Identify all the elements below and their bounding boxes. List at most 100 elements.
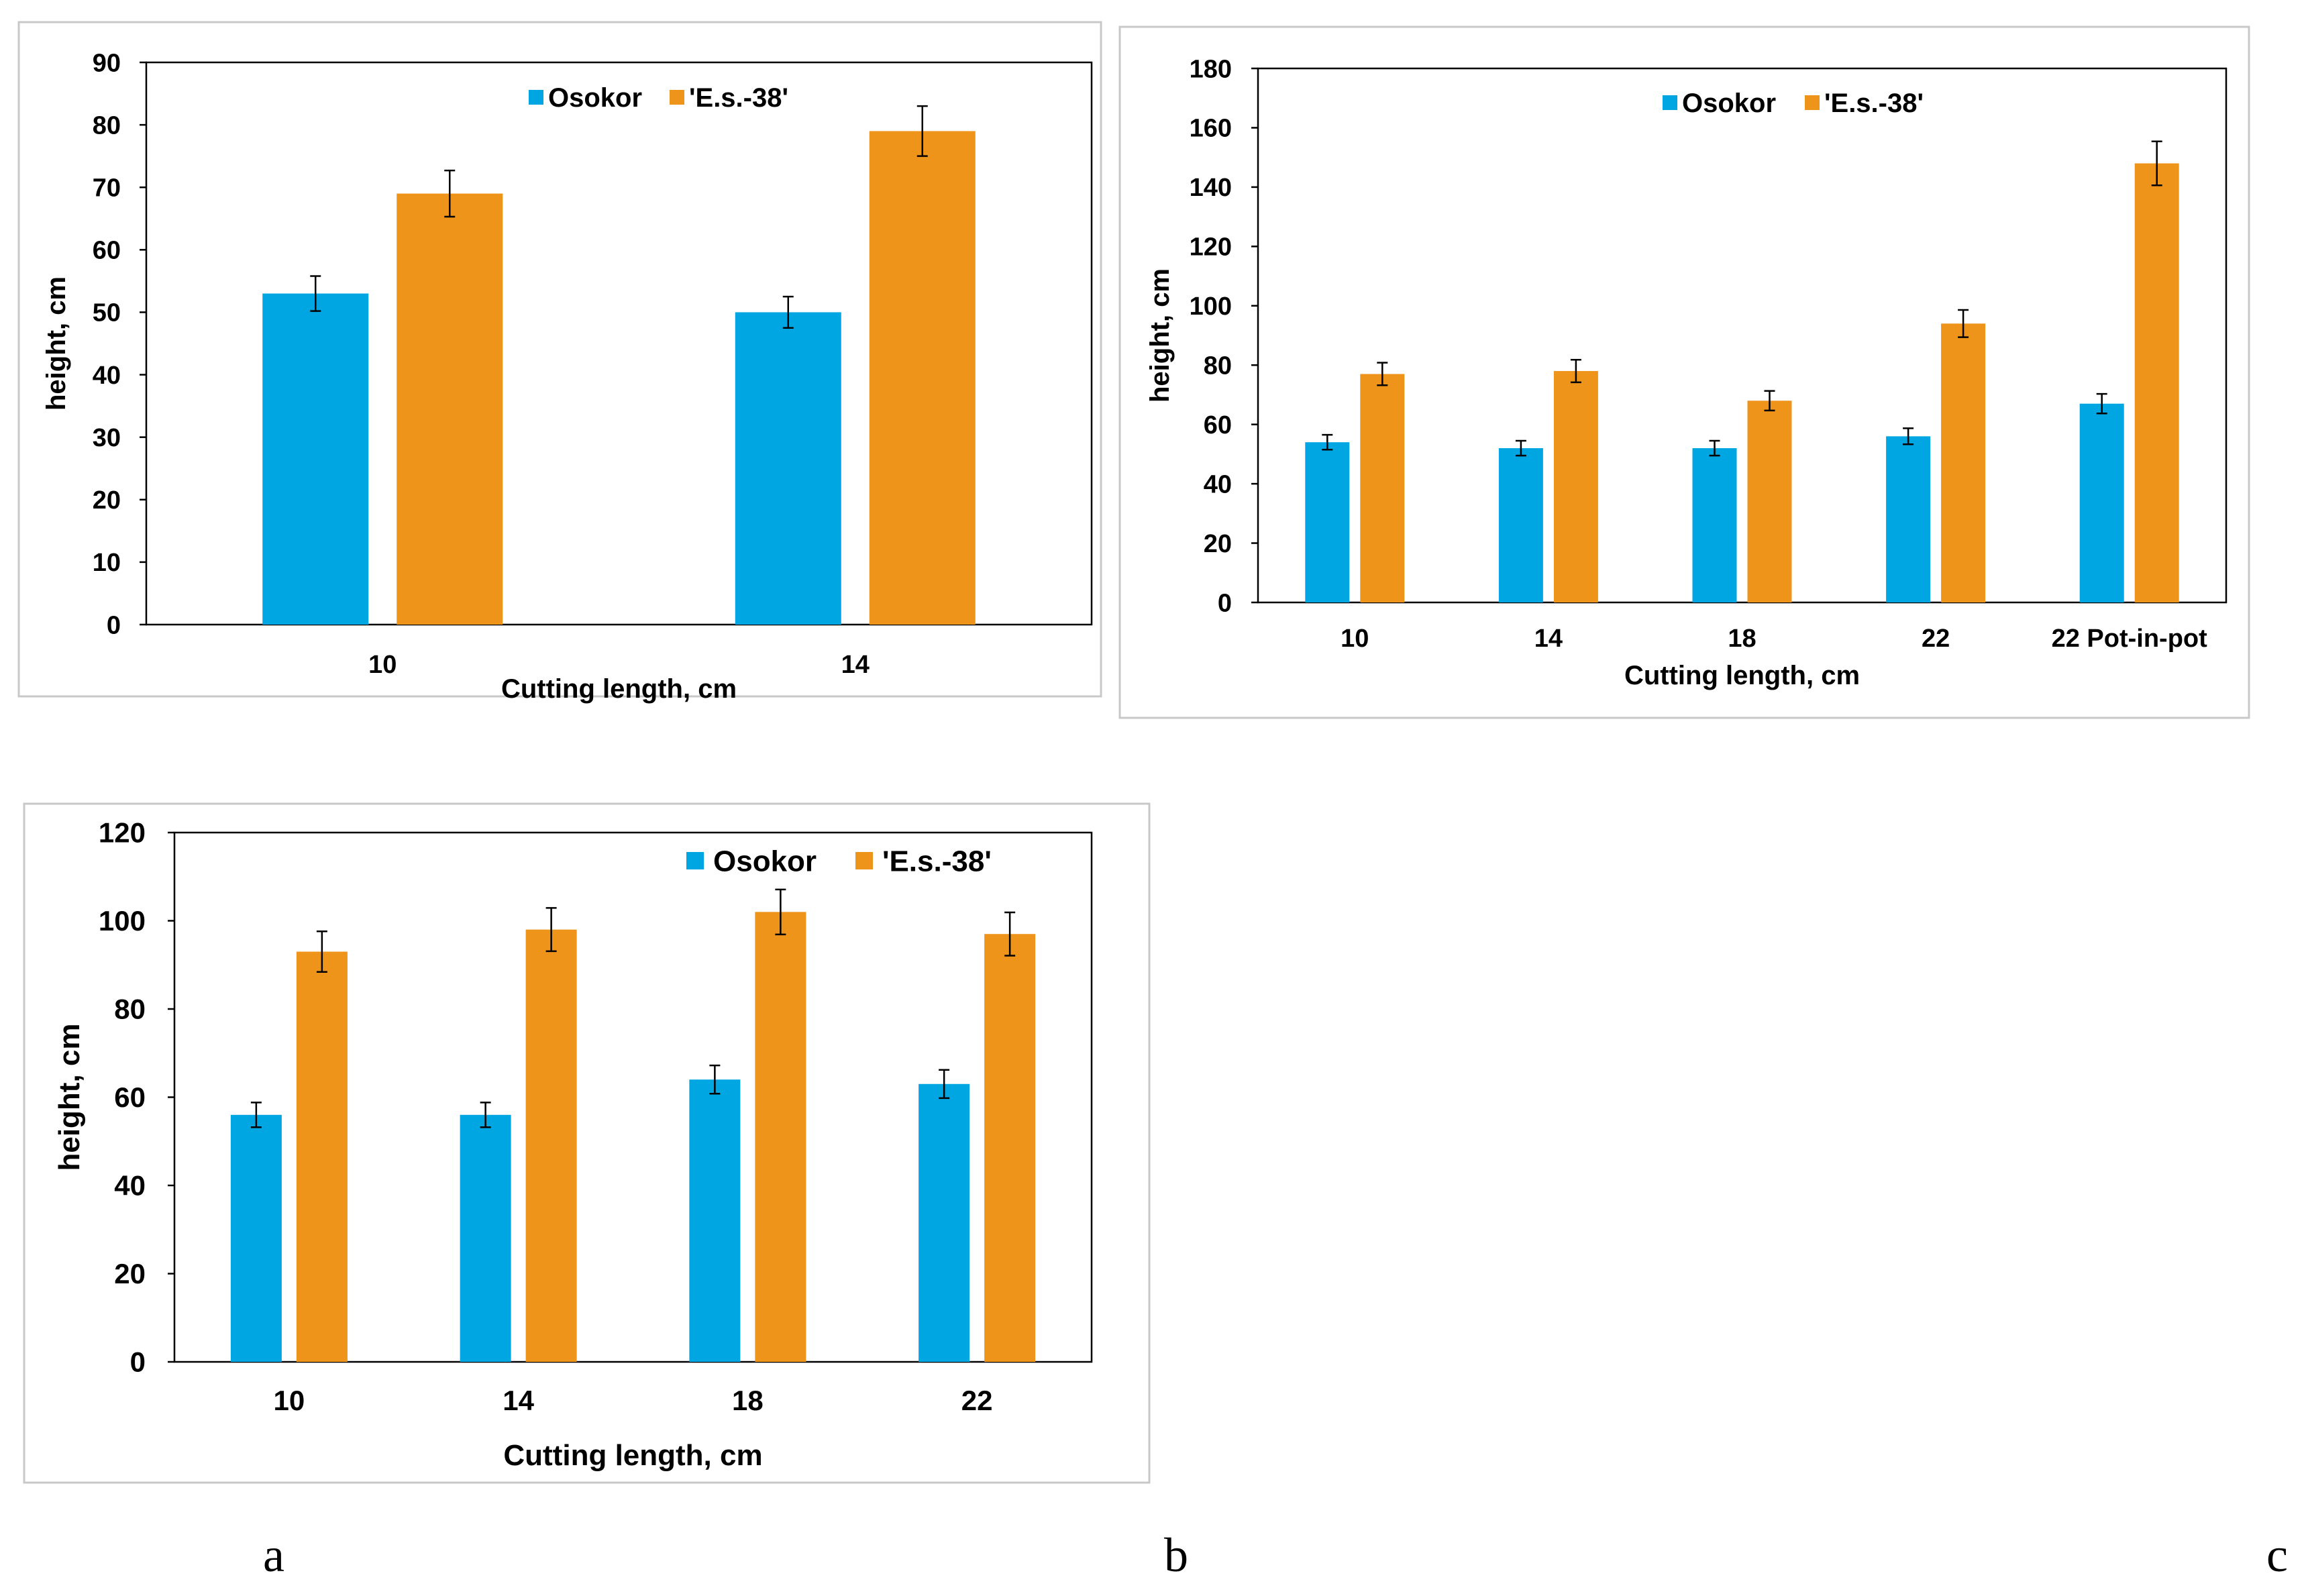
x-axis-title: Cutting length, cm — [503, 1439, 762, 1472]
y-tick-label: 120 — [1190, 233, 1232, 262]
error-bar — [480, 1102, 491, 1128]
y-tick-label: 180 — [1190, 55, 1232, 83]
x-tick-label: 22 Pot-in-pot — [2052, 625, 2208, 653]
error-bar — [2096, 392, 2107, 415]
x-axis-title: Cutting length, cm — [501, 674, 737, 704]
chart-frame — [1118, 25, 2250, 719]
error-bar — [1903, 427, 1914, 445]
y-tick-label: 20 — [93, 486, 121, 515]
chart-3: 0 20 40 60 80 100 120 10 14 18 22 Cutting length, c… — [23, 802, 1151, 1484]
y-tick-label: 20 — [1204, 530, 1232, 558]
x-tick-label: 22 — [1922, 625, 1950, 653]
bar-es38-0 — [1360, 374, 1405, 602]
y-axis-title: height, cm — [42, 276, 71, 411]
bar-es38-0 — [397, 193, 503, 625]
legend-swatch — [686, 852, 704, 869]
bar-osokor-0 — [230, 1114, 282, 1362]
bar-osokor-1 — [1498, 448, 1543, 602]
bar-osokor-4 — [2079, 403, 2124, 602]
x-axis-title: Cutting length, cm — [1624, 661, 1860, 690]
error-bar — [1570, 359, 1581, 384]
bar-es38-2 — [1747, 401, 1792, 602]
bar-es38-4 — [2134, 163, 2179, 602]
panel-letter-a: a — [263, 1528, 284, 1582]
y-tick-label: 60 — [114, 1081, 146, 1113]
panel-letter-c: c — [2266, 1528, 2288, 1582]
y-tick-label: 100 — [99, 905, 146, 937]
legend-label: 'E.s.-38' — [1824, 89, 1924, 118]
chart-2: 0 20 40 60 80 100 120 140 160 180 10 14 18 22 22 Pot-i… — [1118, 25, 2250, 719]
y-tick-label: 140 — [1190, 174, 1232, 202]
bar-osokor-1 — [735, 312, 841, 625]
y-tick-label: 30 — [93, 424, 121, 452]
error-bar — [1515, 439, 1526, 457]
legend: Osokor 'E.s.-38' — [1663, 89, 1924, 118]
y-tick-label: 80 — [1204, 352, 1232, 380]
error-bar — [316, 930, 327, 973]
y-tick-label: 10 — [93, 549, 121, 577]
legend-swatch — [855, 852, 873, 869]
y-tick-label: 20 — [114, 1258, 146, 1289]
bar-es38-0 — [296, 951, 348, 1362]
bar-es38-1 — [869, 131, 976, 625]
x-tick-label: 18 — [732, 1385, 764, 1416]
y-tick-label: 60 — [1204, 411, 1232, 439]
x-tick-label: 10 — [368, 651, 397, 679]
y-tick-label: 0 — [107, 611, 121, 639]
bar-es38-2 — [755, 912, 806, 1362]
legend-swatch — [1663, 95, 1677, 110]
y-tick-label: 60 — [93, 237, 121, 265]
chart-1: 0 10 20 30 40 50 60 70 80 90 10 14 Cutting length, c… — [17, 21, 1102, 704]
legend-swatch — [670, 90, 684, 105]
error-bar — [775, 888, 786, 936]
legend-label: 'E.s.-38' — [689, 83, 788, 113]
error-bar — [545, 907, 557, 953]
bar-osokor-2 — [1692, 448, 1737, 602]
y-tick-label: 0 — [1218, 589, 1232, 617]
error-bar — [1322, 433, 1333, 451]
error-bar — [1709, 439, 1720, 457]
error-bar — [444, 169, 456, 218]
bar-osokor-1 — [460, 1114, 511, 1362]
bar-es38-3 — [1941, 323, 1986, 602]
x-tick-label: 10 — [274, 1385, 305, 1416]
bar-osokor-0 — [262, 293, 369, 625]
error-bar — [939, 1069, 950, 1100]
y-tick-label: 120 — [99, 817, 146, 849]
x-tick-label: 10 — [1341, 625, 1369, 653]
plot-area — [145, 61, 1093, 626]
x-tick-label: 22 — [961, 1385, 993, 1416]
legend-label: Osokor — [1682, 89, 1776, 118]
x-tick-label: 14 — [503, 1385, 534, 1416]
error-bar — [1004, 911, 1016, 957]
y-tick-label: 40 — [93, 362, 121, 390]
bar-es38-1 — [1553, 371, 1598, 602]
legend-swatch — [529, 90, 543, 105]
plot-area — [1257, 67, 2228, 604]
x-tick-label: 14 — [841, 651, 870, 679]
legend-label: Osokor — [713, 845, 817, 877]
bar-osokor-0 — [1305, 442, 1350, 602]
legend-label: 'E.s.-38' — [882, 845, 992, 877]
y-tick-label: 70 — [93, 174, 121, 203]
y-tick-label: 0 — [130, 1346, 146, 1378]
legend-swatch — [1805, 95, 1820, 110]
y-tick-label: 160 — [1190, 115, 1232, 143]
bar-osokor-3 — [919, 1083, 970, 1362]
bar-osokor-2 — [689, 1079, 741, 1362]
legend: Osokor 'E.s.-38' — [686, 845, 992, 877]
y-tick-label: 80 — [93, 111, 121, 140]
legend-label: Osokor — [548, 83, 642, 113]
x-tick-label: 14 — [1534, 625, 1563, 653]
error-bar — [916, 105, 928, 157]
error-bar — [709, 1064, 721, 1095]
x-tick-label: 18 — [1728, 625, 1756, 653]
y-tick-label: 40 — [1204, 470, 1232, 498]
panel-letter-b: b — [1164, 1528, 1188, 1582]
y-tick-label: 100 — [1190, 292, 1232, 321]
error-bar — [250, 1102, 262, 1128]
error-bar — [1764, 390, 1775, 412]
error-bar — [1958, 309, 1969, 338]
error-bar — [782, 295, 794, 329]
